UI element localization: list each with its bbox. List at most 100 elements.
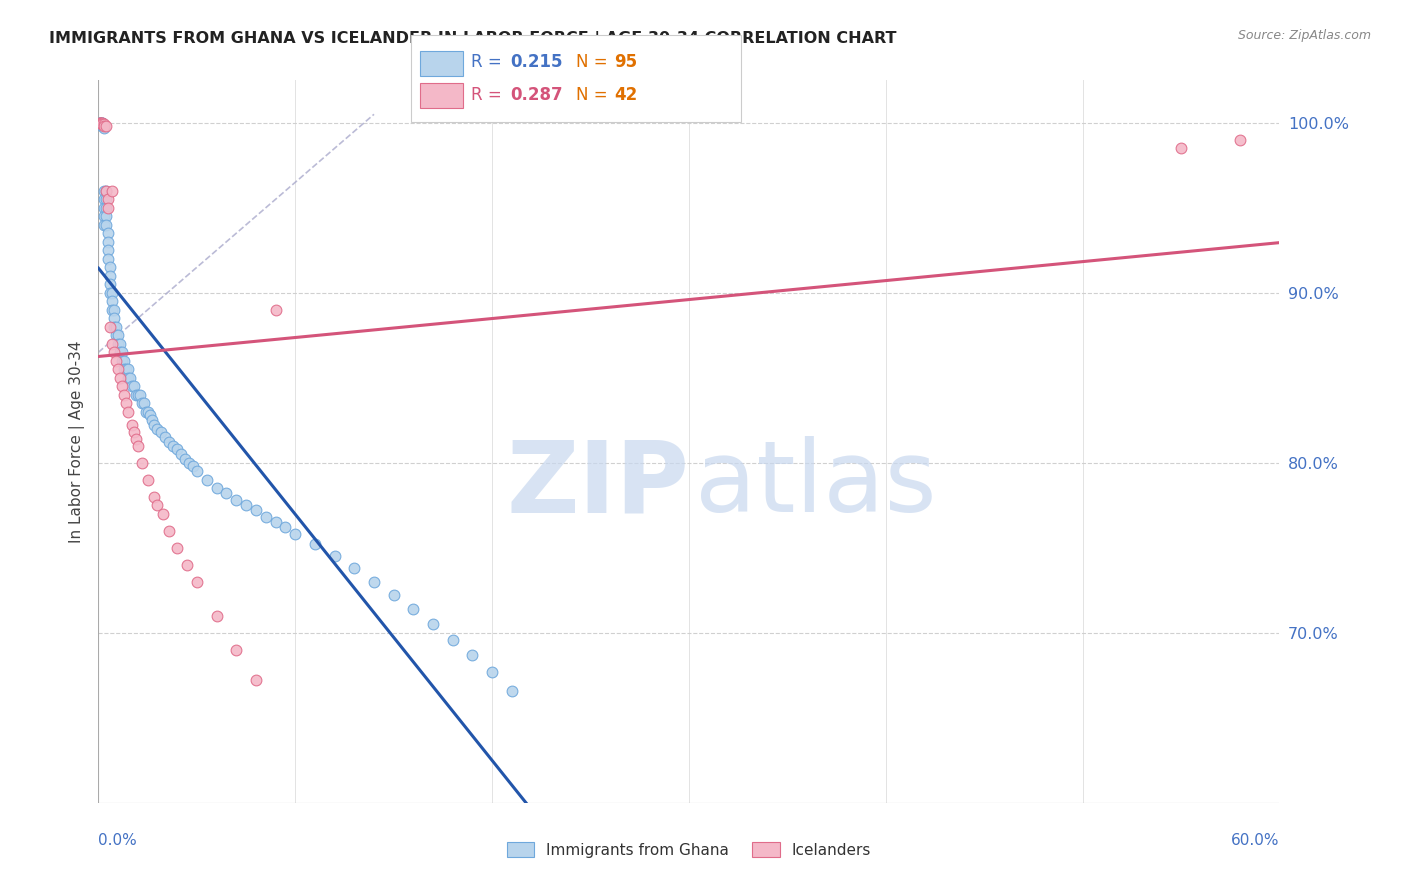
Point [461,648,484,662]
Point [215,486,238,500]
Text: 0.287: 0.287 [510,87,562,104]
Text: Source: ZipAtlas.com: Source: ZipAtlas.com [1237,29,1371,42]
Point [111,379,134,393]
Point [125,432,148,446]
Point [101,184,124,198]
Point [91,116,114,130]
Point [98,260,121,275]
Point [107,336,129,351]
Point [264,516,287,530]
Point [132,396,155,410]
Point [91,116,114,130]
Point [105,319,128,334]
Point [343,561,366,575]
Point [96,209,118,223]
Text: R =: R = [471,54,508,71]
Point [103,345,125,359]
Point [91,119,114,133]
Point [382,588,405,602]
Point [146,498,169,512]
Text: N =: N = [576,87,613,104]
Point [96,201,118,215]
Point [422,617,444,632]
Point [245,673,267,688]
Point [93,118,115,132]
Point [89,116,111,130]
Point [141,413,163,427]
Point [186,574,208,589]
Point [245,503,267,517]
Point [98,285,121,300]
Point [142,490,165,504]
Point [91,118,114,132]
Point [177,456,200,470]
Point [91,116,114,130]
Point [107,328,129,343]
Point [131,396,153,410]
Point [121,418,143,433]
Point [195,473,218,487]
Point [89,116,111,130]
Point [111,353,134,368]
Point [91,118,114,132]
Point [157,524,180,538]
Point [115,396,138,410]
Point [135,405,157,419]
Point [108,371,131,385]
Point [101,302,124,317]
Point [96,184,118,198]
Point [402,602,425,616]
Point [1229,133,1251,147]
Point [97,227,120,241]
Point [225,642,247,657]
Point [121,379,143,393]
Point [117,405,139,419]
Point [131,456,153,470]
Point [501,683,523,698]
Point [264,302,287,317]
Point [91,118,114,132]
Point [136,405,159,419]
Point [107,362,129,376]
Point [96,192,118,206]
Point [93,192,115,206]
Point [166,541,188,555]
Point [97,244,120,258]
Point [205,608,228,623]
Text: atlas: atlas [695,436,936,533]
Point [96,184,118,198]
Text: 0.215: 0.215 [510,54,562,71]
Point [142,418,165,433]
Point [112,362,135,376]
Text: 42: 42 [614,87,638,104]
Point [304,537,326,551]
Point [91,116,114,130]
Text: 0.0%: 0.0% [98,833,138,848]
Point [157,435,180,450]
Point [89,116,111,130]
Point [105,328,128,343]
Point [284,527,307,541]
Point [150,425,173,440]
Point [101,285,124,300]
Text: ZIP: ZIP [506,436,689,533]
Point [274,520,297,534]
Text: N =: N = [576,54,613,71]
Point [98,319,121,334]
Point [91,118,114,132]
Point [111,345,134,359]
Point [441,632,464,647]
Text: 60.0%: 60.0% [1232,833,1279,848]
Point [115,362,138,376]
Point [174,452,197,467]
Text: IMMIGRANTS FROM GHANA VS ICELANDER IN LABOR FORCE | AGE 30-34 CORRELATION CHART: IMMIGRANTS FROM GHANA VS ICELANDER IN LA… [49,31,897,47]
Point [98,277,121,292]
Point [146,422,169,436]
Point [1170,141,1192,155]
Point [138,408,160,422]
Point [97,235,120,249]
Point [152,507,174,521]
Point [127,388,149,402]
Point [103,302,125,317]
Point [93,119,115,133]
